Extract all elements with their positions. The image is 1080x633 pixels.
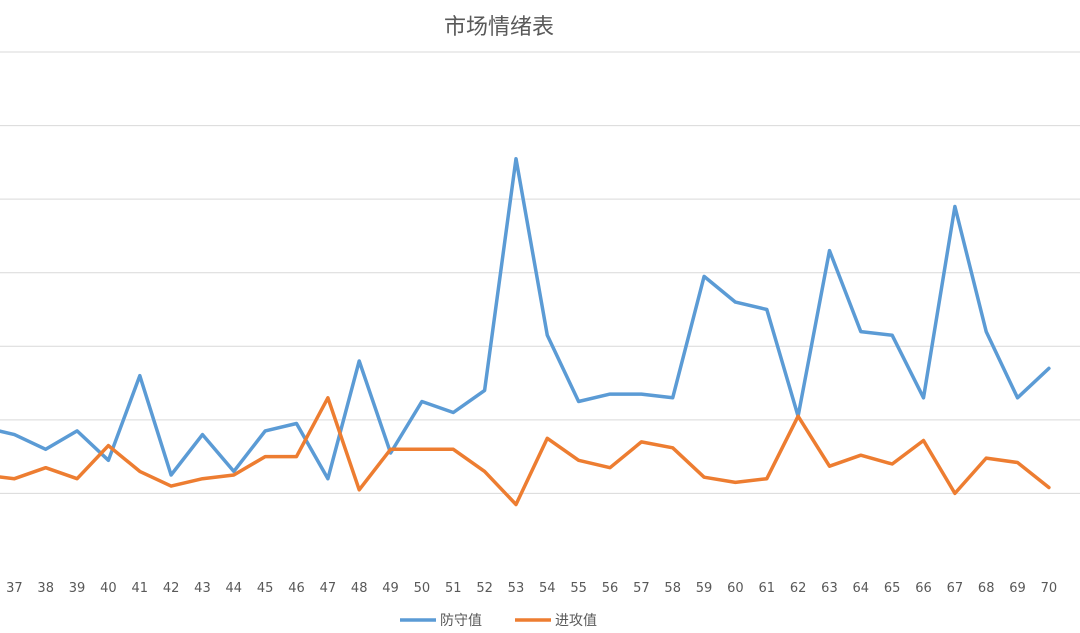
x-tick-label: 56 (602, 581, 619, 596)
gridlines (0, 51, 1080, 494)
x-tick-label: 47 (320, 581, 337, 596)
x-tick-label: 54 (539, 581, 556, 596)
x-tick-label: 38 (37, 581, 54, 596)
series-line-defense (0, 156, 1051, 481)
x-tick-label: 43 (194, 581, 211, 596)
x-tick-label: 53 (508, 581, 525, 596)
x-tick-label: 65 (884, 581, 901, 596)
x-tick-label: 37 (6, 581, 23, 596)
x-tick-label: 67 (947, 581, 964, 596)
series-lines (0, 156, 1051, 507)
legend-item-offense[interactable]: 进攻值 (515, 613, 597, 629)
legend-item-defense[interactable]: 防守值 (400, 613, 482, 629)
legend-label: 防守值 (440, 613, 482, 629)
x-tick-label: 59 (696, 581, 713, 596)
x-tick-label: 40 (100, 581, 117, 596)
x-tick-label: 45 (257, 581, 274, 596)
x-tick-label: 48 (351, 581, 368, 596)
x-tick-label: 41 (131, 581, 148, 596)
x-tick-label: 69 (1009, 581, 1026, 596)
x-tick-label: 42 (163, 581, 180, 596)
x-tick-label: 62 (790, 581, 807, 596)
x-tick-label: 44 (226, 581, 243, 596)
x-axis-tick-labels: 37 38 39 40 41 42 43 44 45 46 47 48 49 50 51 52 53 54 55 56… (6, 581, 1057, 596)
x-tick-label: 51 (445, 581, 462, 596)
x-tick-label: 46 (288, 581, 305, 596)
x-tick-label: 39 (69, 581, 86, 596)
x-tick-label: 57 (633, 581, 650, 596)
chart-title: 市场情绪表 (444, 15, 554, 40)
series-line-offense (0, 396, 1051, 507)
x-tick-label: 49 (382, 581, 399, 596)
legend[interactable]: 防守值 进攻值 (400, 613, 597, 629)
x-tick-label: 60 (727, 581, 744, 596)
x-tick-label: 50 (414, 581, 431, 596)
legend-label: 进攻值 (555, 613, 597, 629)
x-tick-label: 70 (1041, 581, 1058, 596)
x-tick-label: 64 (853, 581, 870, 596)
x-tick-label: 58 (664, 581, 681, 596)
x-tick-label: 55 (570, 581, 587, 596)
x-tick-label: 68 (978, 581, 995, 596)
x-tick-label: 52 (476, 581, 493, 596)
x-tick-label: 61 (758, 581, 775, 596)
x-tick-label: 63 (821, 581, 838, 596)
x-tick-label: 66 (915, 581, 932, 596)
